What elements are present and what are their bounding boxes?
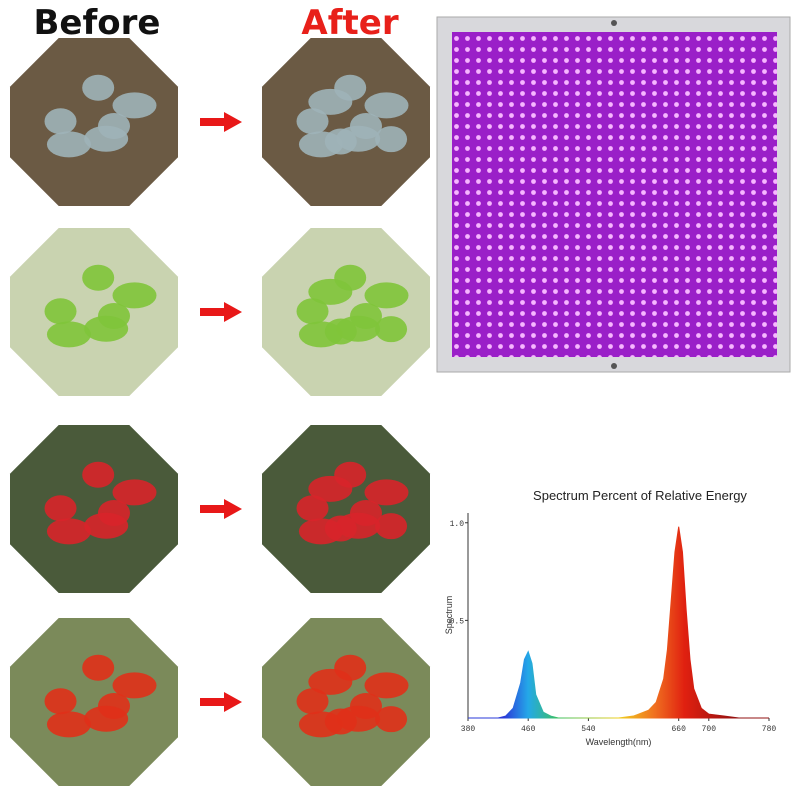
- plant-part: [82, 654, 115, 681]
- plant-photo: [10, 425, 178, 593]
- arrow: [200, 692, 242, 712]
- arrow: [200, 302, 242, 322]
- plant-part: [308, 278, 353, 305]
- plant-part: [44, 108, 77, 135]
- y-axis-label: Spectrum: [444, 596, 454, 635]
- before-label: Before: [34, 3, 161, 43]
- plant-part: [364, 92, 409, 119]
- plant-part: [364, 282, 409, 309]
- plant-part: [44, 298, 77, 325]
- plant-part: [308, 668, 353, 695]
- plant-part: [364, 479, 409, 506]
- plant-part: [112, 282, 157, 309]
- x-tick-label: 700: [702, 725, 717, 734]
- arrow: [200, 499, 242, 519]
- plant-part: [375, 513, 408, 540]
- plant-part: [84, 512, 129, 539]
- plant-part: [296, 108, 329, 135]
- plant-part: [84, 705, 129, 732]
- plant-part: [112, 672, 157, 699]
- plant-photo: [10, 618, 178, 786]
- y-tick-label: 1.0: [450, 520, 465, 529]
- plant-part: [46, 131, 91, 158]
- plant-part: [308, 88, 353, 115]
- y-tick-label: 0.5: [450, 617, 465, 626]
- led-panel: [436, 16, 791, 373]
- plant-part: [112, 92, 157, 119]
- plant-part: [324, 708, 357, 735]
- x-tick-label: 460: [521, 725, 536, 734]
- plant-photo: [262, 38, 430, 206]
- plant-part: [82, 74, 115, 101]
- plant-part: [112, 479, 157, 506]
- plant-part: [324, 515, 357, 542]
- plant-photo: [262, 425, 430, 593]
- plant-part: [44, 495, 77, 522]
- arrow: [200, 112, 242, 132]
- after-label: After: [301, 3, 398, 43]
- plant-photo: [262, 618, 430, 786]
- plant-part: [324, 318, 357, 345]
- spectrum-area: [468, 526, 769, 719]
- x-tick-label: 660: [671, 725, 686, 734]
- plant-part: [296, 495, 329, 522]
- plant-part: [46, 321, 91, 348]
- plant-photo: [262, 228, 430, 396]
- plant-part: [364, 672, 409, 699]
- x-tick-label: 380: [461, 725, 476, 734]
- plant-part: [84, 125, 129, 152]
- plant-part: [375, 126, 408, 153]
- plant-part: [296, 298, 329, 325]
- plant-part: [324, 128, 357, 155]
- plant-photo: [10, 228, 178, 396]
- plant-photo: [10, 38, 178, 206]
- x-tick-label: 540: [581, 725, 596, 734]
- x-axis-label: Wavelength(nm): [586, 737, 652, 747]
- plant-part: [82, 264, 115, 291]
- plant-part: [296, 688, 329, 715]
- plant-part: [82, 461, 115, 488]
- chart-title: Spectrum Percent of Relative Energy: [533, 488, 747, 503]
- plant-part: [44, 688, 77, 715]
- x-tick-label: 780: [762, 725, 777, 734]
- plant-part: [375, 316, 408, 343]
- plant-part: [46, 518, 91, 545]
- plant-part: [46, 711, 91, 738]
- plant-part: [84, 315, 129, 342]
- plant-part: [308, 475, 353, 502]
- plant-part: [375, 706, 408, 733]
